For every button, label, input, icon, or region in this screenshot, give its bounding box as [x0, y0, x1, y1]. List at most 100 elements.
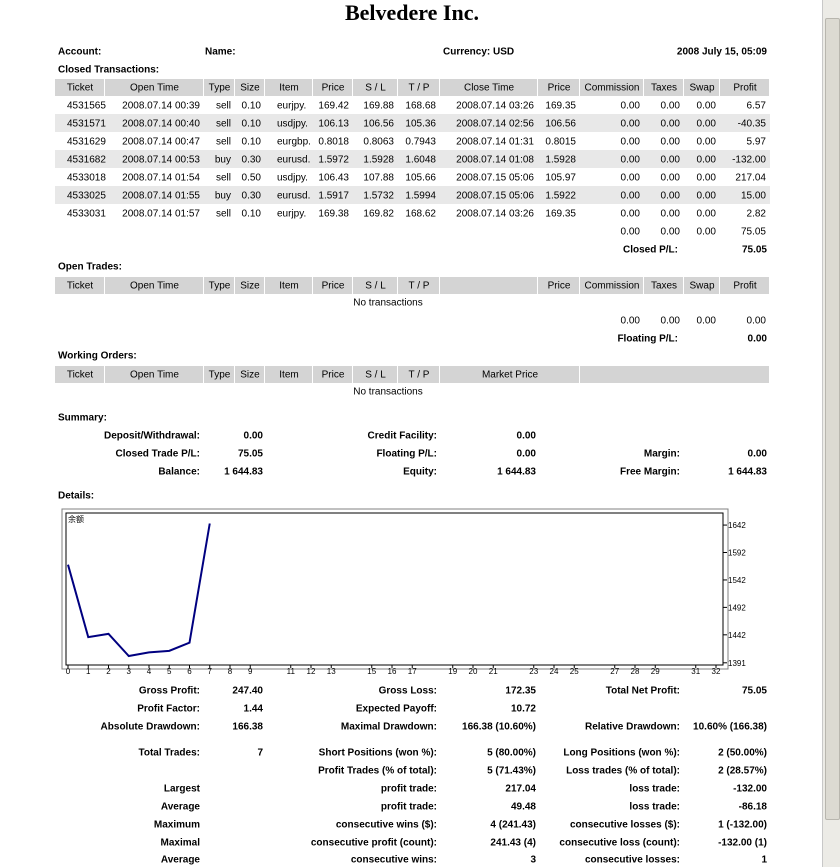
cell: buy	[215, 155, 231, 166]
value: 10.60% (166.38)	[693, 722, 767, 733]
total: 0.00	[697, 227, 717, 238]
column-header: Type	[209, 370, 231, 381]
header-cell	[720, 79, 769, 96]
x-tick-label: 3	[127, 667, 132, 676]
header-cell	[265, 79, 312, 96]
label: loss trade:	[629, 802, 680, 813]
x-tick-label: 28	[631, 667, 640, 676]
cell: 169.82	[363, 209, 394, 220]
value: 172.35	[505, 686, 536, 697]
total: 0.00	[661, 316, 681, 327]
x-tick-label: 1	[86, 667, 91, 676]
label: Total Trades:	[139, 748, 201, 759]
label: profit trade:	[381, 802, 437, 813]
cell: buy	[215, 191, 231, 202]
x-tick-label: 15	[367, 667, 376, 676]
header-cell	[538, 277, 579, 294]
column-header: Price	[548, 83, 571, 94]
header-cell	[204, 79, 234, 96]
total: 0.00	[697, 316, 717, 327]
value: 5 (80.00%)	[487, 748, 536, 759]
header-cell	[644, 277, 683, 294]
header-cell	[353, 366, 397, 383]
header-cell	[440, 79, 537, 96]
cell: eurjpy.	[277, 209, 306, 220]
pl-value: 0.00	[748, 334, 768, 345]
cell: 0.00	[661, 119, 681, 130]
label: Average	[161, 802, 201, 813]
column-header: Close Time	[464, 83, 514, 94]
page-title: Belvedere Inc.	[345, 0, 479, 25]
cell: 4533018	[67, 173, 106, 184]
cell: 1.5994	[405, 191, 436, 202]
value: 1 644.83	[728, 467, 767, 478]
column-header: Ticket	[67, 370, 94, 381]
cell: 105.36	[405, 119, 436, 130]
x-tick-label: 5	[167, 667, 172, 676]
value: 75.05	[238, 449, 263, 460]
cell: 4531629	[67, 137, 106, 148]
cell: 2008.07.14 01:55	[122, 191, 200, 202]
column-header: Price	[322, 370, 345, 381]
cell: 1.5928	[545, 155, 576, 166]
chart-frame	[61, 508, 729, 670]
value: 0.00	[244, 431, 264, 442]
section-title: Open Trades:	[58, 262, 122, 273]
label: Deposit/Withdrawal:	[104, 431, 200, 442]
column-header: Profit	[733, 281, 757, 292]
header-cell	[105, 79, 203, 96]
header-cell	[353, 277, 397, 294]
cell: 0.00	[697, 209, 717, 220]
cell: 0.00	[621, 191, 641, 202]
cell: 2.82	[747, 209, 767, 220]
pl-value: 75.05	[742, 245, 767, 256]
column-header: Ticket	[67, 281, 94, 292]
column-header: Size	[240, 370, 260, 381]
cell: 106.13	[318, 119, 349, 130]
cell: 217.04	[735, 173, 766, 184]
cell: 0.00	[697, 137, 717, 148]
column-header: Item	[279, 83, 298, 94]
x-tick-label: 16	[388, 667, 397, 676]
cell: 0.30	[242, 191, 262, 202]
cell: 106.56	[545, 119, 576, 130]
row-shade	[55, 150, 770, 168]
label: Free Margin:	[620, 467, 680, 478]
column-header: Commission	[584, 281, 639, 292]
label: Total Net Profit:	[606, 686, 680, 697]
statement: Belvedere Inc. Account: Name: Currency: US…	[55, 0, 770, 866]
cell: 2008.07.14 01:57	[122, 209, 200, 220]
cell: 0.7943	[405, 137, 436, 148]
label: Relative Drawdown:	[585, 722, 680, 733]
cell: 2008.07.15 05:06	[456, 173, 534, 184]
column-header: Ticket	[67, 83, 94, 94]
cell: 0.8063	[363, 137, 394, 148]
cell: 0.10	[242, 101, 262, 112]
cell: 0.00	[621, 119, 641, 130]
header-cell	[105, 277, 203, 294]
label: Profit Factor:	[137, 704, 200, 715]
column-header: Size	[240, 83, 260, 94]
cell: 0.00	[621, 137, 641, 148]
value: 2 (50.00%)	[718, 748, 767, 759]
column-header: Item	[279, 370, 298, 381]
scrollbar[interactable]	[822, 0, 840, 867]
cell: 0.8015	[545, 137, 576, 148]
x-tick-label: 7	[208, 667, 213, 676]
header-cell	[353, 79, 397, 96]
cell: 105.97	[545, 173, 576, 184]
section-title: Closed Transactions:	[58, 65, 159, 76]
column-header: Swap	[689, 83, 714, 94]
x-tick-label: 24	[550, 667, 559, 676]
cell: 4531565	[67, 101, 106, 112]
cell: eurusd.	[277, 191, 310, 202]
scroll-thumb[interactable]	[825, 18, 840, 820]
cell: 168.62	[405, 209, 436, 220]
x-tick-label: 25	[570, 667, 579, 676]
value: 1	[761, 855, 767, 866]
cell: 106.43	[318, 173, 349, 184]
cell: 6.57	[747, 101, 767, 112]
value: 7	[257, 748, 263, 759]
section-title: Details:	[58, 491, 94, 502]
cell: 105.66	[405, 173, 436, 184]
